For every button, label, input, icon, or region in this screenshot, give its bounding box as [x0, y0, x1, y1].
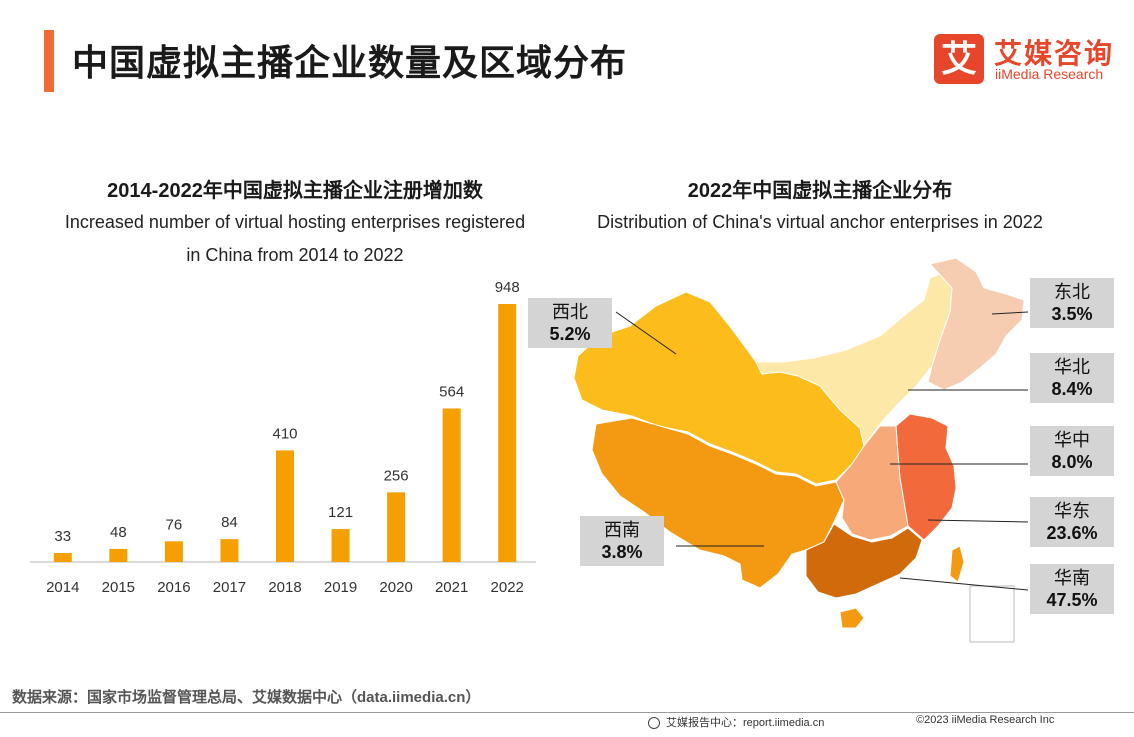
region-huanan [805, 523, 923, 599]
label-huadong-name: 华东 [1054, 501, 1090, 521]
bar-2015 [109, 548, 128, 562]
footer-report-site-text: 艾媒报告中心：report.iimedia.cn [666, 717, 825, 729]
x-tick-label-2017: 2017 [213, 579, 246, 596]
logo-mark-icon: 艾 [934, 34, 984, 84]
leader-line-huadong [927, 519, 1029, 523]
footer-divider [0, 712, 1134, 713]
label-huazhong-value: 8.0% [1051, 452, 1093, 472]
title-accent-bar [44, 30, 54, 92]
bar-value-label-2018: 410 [272, 425, 297, 442]
bar-value-label-2014: 33 [54, 528, 71, 545]
label-huabei-name: 华北 [1054, 357, 1090, 377]
x-tick-label-2021: 2021 [435, 579, 468, 596]
leader-line-huanan [899, 577, 1029, 591]
label-huazhong-name: 华中 [1054, 430, 1090, 450]
label-huanan-value: 47.5% [1046, 590, 1098, 610]
label-huanan: 华南 47.5% [1030, 564, 1114, 614]
bar-chart-title-en-line1: Increased number of virtual hosting ente… [64, 212, 526, 232]
bar-2021 [442, 408, 461, 562]
x-tick-label-2014: 2014 [46, 579, 79, 596]
label-xibei-value: 5.2% [549, 324, 591, 344]
bar-2022 [498, 304, 517, 562]
brand-logo: 艾 艾媒咨询 iiMedia Research [934, 32, 1112, 88]
label-dongbei-name: 东北 [1054, 282, 1090, 302]
x-tick-label-2016: 2016 [157, 579, 190, 596]
bar-chart-title-en: Increased number of virtual hosting ente… [30, 206, 560, 272]
bar-2014 [53, 553, 72, 562]
bar-value-label-2020: 256 [384, 467, 409, 484]
label-xinan-name: 西南 [604, 520, 640, 540]
data-source-note: 数据来源：国家市场监督管理总局、艾媒数据中心（data.iimedia.cn） [12, 689, 481, 706]
map-title-cn: 2022年中国虚拟主播企业分布 [687, 180, 953, 202]
bar-2017 [220, 539, 239, 562]
label-huabei-value: 8.4% [1051, 379, 1093, 399]
label-huanan-name: 华南 [1054, 568, 1090, 588]
footer-report-site[interactable]: 艾媒报告中心：report.iimedia.cn [648, 714, 824, 730]
leader-line-dongbei [991, 311, 1029, 315]
bar-2016 [164, 541, 183, 562]
page-title: 中国虚拟主播企业数量及区域分布 [72, 42, 628, 83]
label-huadong: 华东 23.6% [1030, 497, 1114, 547]
logo-text-en: iiMedia Research [995, 66, 1104, 82]
leader-line-xibei [615, 311, 677, 355]
label-dongbei-value: 3.5% [1051, 304, 1093, 324]
bar-value-label-2015: 48 [110, 524, 127, 541]
map-title-en: Distribution of China's virtual anchor e… [597, 212, 1043, 232]
bar-value-label-2021: 564 [439, 384, 464, 401]
footer-copyright: ©2023 iiMedia Research Inc [916, 714, 1055, 726]
globe-icon [648, 717, 660, 729]
label-huabei: 华北 8.4% [1030, 353, 1114, 403]
x-tick-label-2019: 2019 [324, 579, 357, 596]
label-huazhong: 华中 8.0% [1030, 426, 1114, 476]
island-hainan [839, 607, 865, 629]
south-sea-inset [969, 585, 1015, 643]
label-xibei-name: 西北 [552, 302, 588, 322]
bar-chart-title-en-line2: in China from 2014 to 2022 [186, 245, 404, 265]
label-huadong-value: 23.6% [1046, 523, 1098, 543]
island-taiwan [949, 545, 965, 583]
bar-value-label-2019: 121 [328, 504, 353, 521]
label-xibei: 西北 5.2% [528, 298, 612, 348]
logo-text-cn: 艾媒咨询 [994, 38, 1115, 69]
x-tick-label-2022: 2022 [491, 579, 524, 596]
bar-chart: 33 2014 48 2015 76 2016 84 2017 410 2018 121 2019 25… [30, 280, 536, 596]
label-xinan: 西南 3.8% [580, 516, 664, 566]
bar-value-label-2017: 84 [221, 514, 238, 531]
label-xinan-value: 3.8% [601, 542, 643, 562]
bar-value-label-2022: 948 [495, 280, 520, 296]
label-dongbei: 东北 3.5% [1030, 278, 1114, 328]
bar-2020 [387, 492, 406, 562]
bar-2018 [276, 450, 294, 562]
x-tick-label-2018: 2018 [268, 579, 301, 596]
region-huazhong [835, 425, 909, 541]
bar-chart-title-cn: 2014-2022年中国虚拟主播企业注册增加数 [107, 180, 483, 202]
china-region-map [573, 257, 1029, 643]
bar-value-label-2016: 76 [166, 516, 183, 533]
region-dongbei [927, 257, 1025, 391]
x-tick-label-2015: 2015 [102, 579, 135, 596]
bar-2019 [331, 529, 350, 562]
x-tick-label-2020: 2020 [379, 579, 412, 596]
